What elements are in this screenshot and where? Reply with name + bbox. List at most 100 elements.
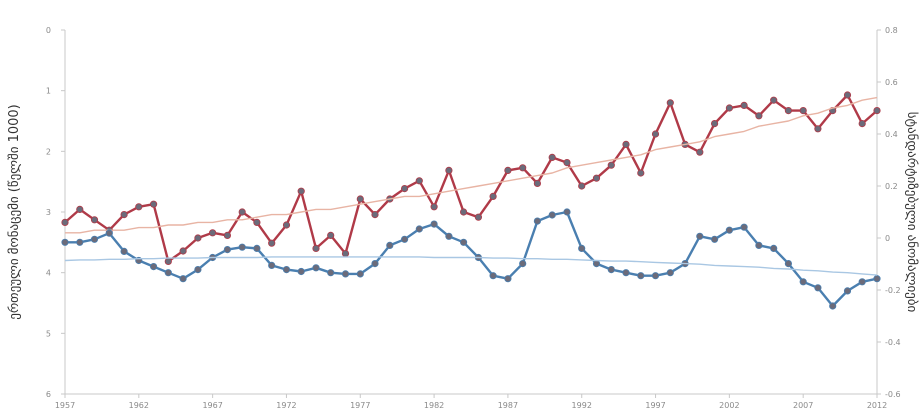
x-tick-label: 2012: [867, 401, 887, 410]
data-point: [179, 247, 187, 255]
data-point: [858, 120, 866, 128]
data-point: [548, 153, 556, 161]
data-point: [696, 148, 704, 156]
left-tick-label: 5: [46, 329, 51, 338]
data-point: [799, 107, 807, 115]
trend-series-1: [65, 96, 878, 234]
data-point: [858, 278, 866, 286]
data-point: [164, 269, 172, 277]
data-point: [356, 270, 364, 278]
data-point: [445, 166, 453, 174]
data-point: [371, 211, 379, 219]
data-point: [120, 211, 128, 219]
data-point: [740, 223, 748, 231]
data-point: [651, 272, 660, 280]
data-point: [179, 275, 187, 283]
data-series-2: [61, 208, 881, 310]
data-point: [696, 232, 704, 240]
data-point: [784, 259, 793, 268]
data-point: [150, 262, 158, 271]
trend-series-3: [64, 256, 878, 276]
right-tick-label: -0.6: [885, 390, 901, 399]
data-point: [194, 265, 202, 274]
data-point: [430, 220, 438, 228]
data-point: [725, 104, 734, 112]
data-point: [814, 125, 822, 133]
data-point: [489, 192, 497, 200]
left-tick-label: 1: [46, 87, 51, 96]
data-point: [710, 120, 719, 128]
x-axis-ticks: 1957 1962 1967 1972 1977 1982 1987 1992 1997 2002…: [55, 394, 887, 410]
data-point: [223, 231, 231, 239]
data-point: [622, 269, 630, 277]
data-point: [592, 174, 601, 182]
data-point: [90, 216, 99, 224]
right-tick-label: 0: [885, 234, 890, 243]
data-point: [61, 238, 69, 246]
right-axis-ticks: -0.6 -0.4 -0.2 0 0.2 0.4 0.6 0.8: [877, 26, 901, 399]
series-layer: [61, 91, 881, 310]
x-tick-label: 1962: [129, 401, 149, 410]
left-axis-ticks: 0 1 2 3 4 5 6: [46, 26, 65, 399]
data-point: [386, 241, 394, 249]
data-point: [312, 264, 320, 272]
data-point: [843, 287, 852, 295]
right-tick-label: 0.2: [885, 182, 898, 191]
data-point: [238, 243, 246, 251]
trend-line: [64, 256, 878, 276]
series-line: [65, 210, 878, 308]
data-point: [592, 259, 601, 268]
data-point: [607, 161, 615, 169]
data-point: [873, 107, 881, 115]
data-point: [607, 265, 615, 274]
left-tick-label: 4: [46, 269, 51, 278]
data-point: [519, 164, 527, 172]
data-point: [150, 200, 158, 208]
data-point: [829, 302, 837, 310]
x-tick-label: 1982: [424, 401, 444, 410]
data-point: [770, 96, 778, 104]
data-point: [459, 208, 468, 216]
data-point: [533, 217, 542, 225]
x-tick-label: 1967: [202, 401, 222, 410]
data-point: [164, 257, 172, 265]
data-point: [194, 234, 202, 242]
data-point: [327, 269, 335, 277]
data-point: [415, 225, 423, 233]
data-point: [873, 275, 881, 283]
data-point: [400, 235, 409, 243]
data-point: [282, 221, 291, 229]
data-point: [327, 231, 335, 239]
x-tick-label: 1992: [572, 401, 592, 410]
data-point: [799, 278, 807, 286]
right-tick-label: 0.8: [885, 26, 898, 35]
y-axis-left-label: ერთეული მონაცემი (წელში 1000): [7, 104, 22, 320]
right-tick-label: -0.2: [885, 286, 901, 295]
y-axis-right-label: სტანდარტიზებული ანომალიები: [904, 112, 919, 313]
data-point: [651, 130, 660, 138]
left-tick-label: 3: [46, 208, 51, 217]
x-tick-label: 1977: [350, 401, 370, 410]
left-tick-label: 0: [46, 26, 51, 35]
data-point: [76, 238, 84, 246]
data-point: [223, 246, 231, 254]
data-point: [400, 185, 409, 193]
data-point: [519, 259, 527, 268]
data-point: [725, 226, 734, 234]
data-point: [533, 179, 542, 187]
data-point: [445, 232, 453, 240]
data-point: [578, 244, 586, 252]
x-tick-label: 1972: [276, 401, 296, 410]
data-point: [209, 229, 217, 237]
data-point: [755, 241, 763, 249]
data-point: [637, 272, 645, 280]
right-tick-label: 0.4: [885, 130, 898, 139]
data-point: [710, 235, 719, 243]
left-tick-label: 2: [46, 147, 51, 156]
left-tick-label: 6: [46, 390, 51, 399]
chart-axes: [64, 30, 878, 395]
series-line: [64, 93, 878, 263]
data-point: [578, 182, 586, 190]
data-point: [843, 91, 852, 99]
